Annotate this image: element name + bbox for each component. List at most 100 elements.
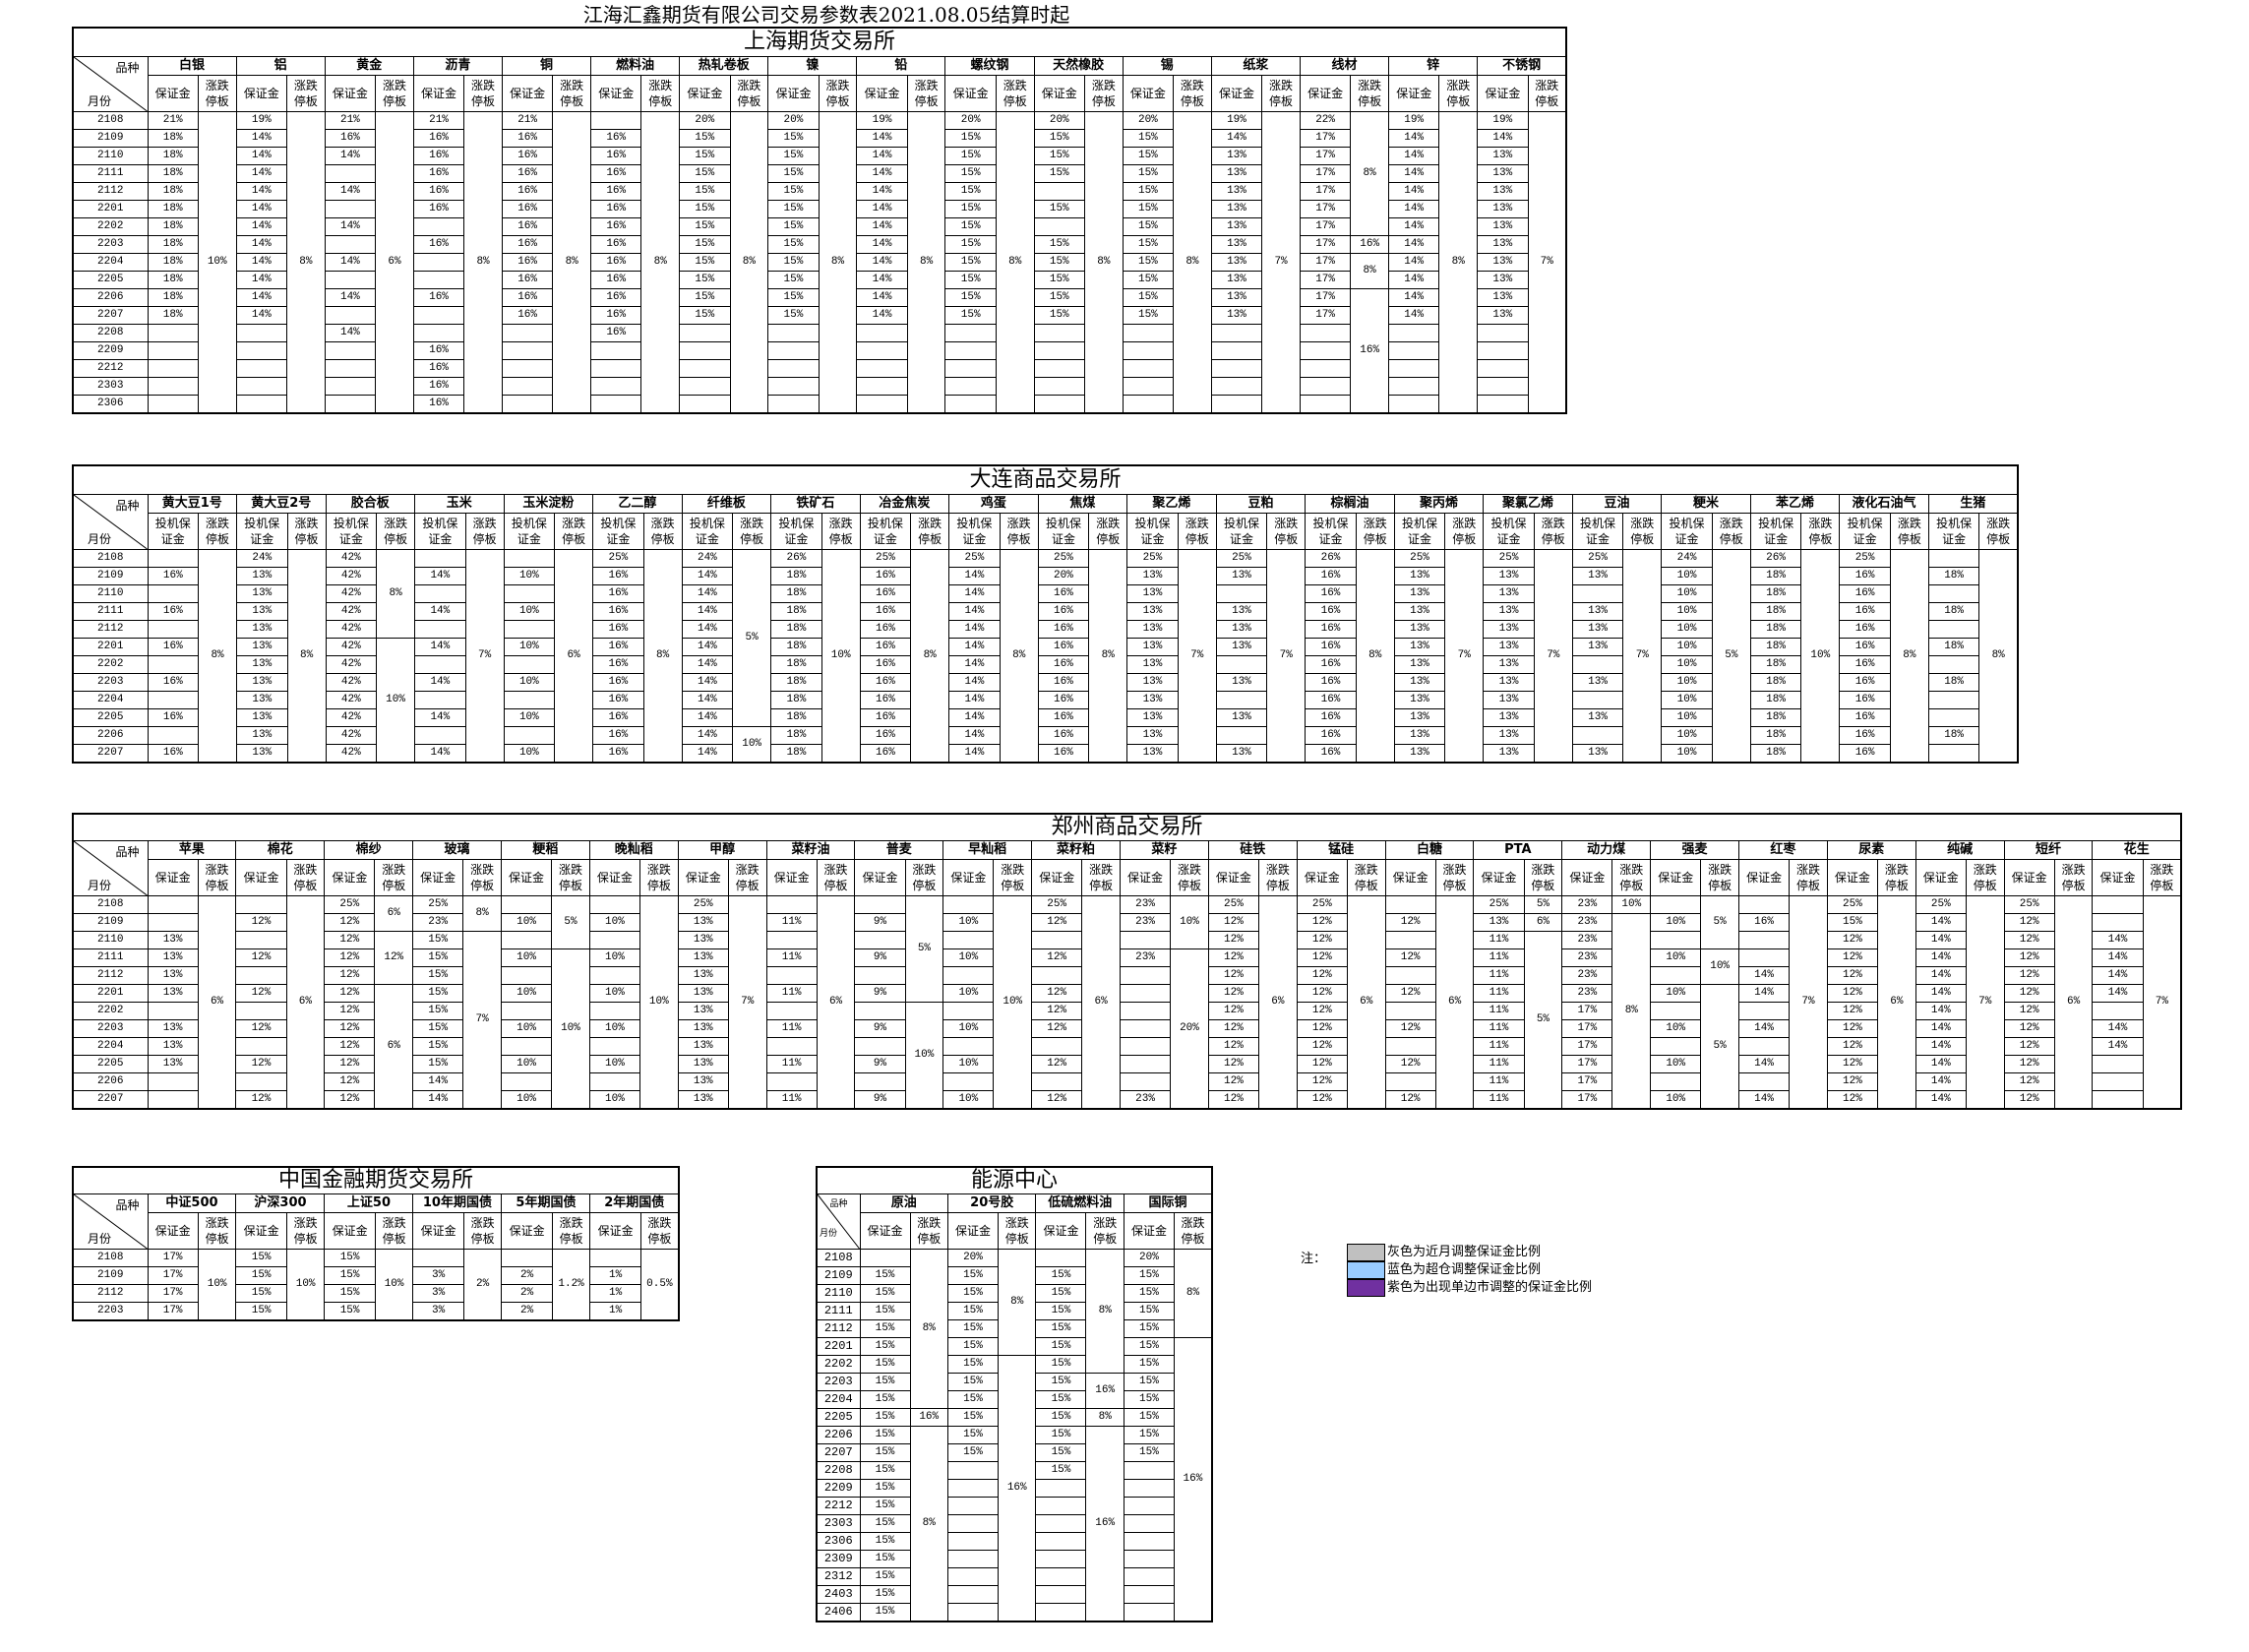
margin-cell: 14% xyxy=(681,638,734,656)
margin-cell: 14% xyxy=(1388,217,1440,236)
margin-cell: 12% xyxy=(1207,948,1260,967)
margin-cell: 12% xyxy=(1031,984,1083,1003)
limit-cell: 10% xyxy=(821,549,861,764)
margin-cell: 15% xyxy=(1122,182,1175,201)
margin-cell xyxy=(1384,1002,1436,1020)
limit-header-label: 涨跌停板 xyxy=(470,1216,495,1246)
margin-cell: 13% xyxy=(147,948,199,967)
margin-cell: 42% xyxy=(325,655,378,674)
margin-cell xyxy=(942,895,995,914)
exchange-title: 能源中心 xyxy=(816,1166,1213,1194)
margin-cell: 12% xyxy=(2003,1002,2055,1020)
margin-header: 保证金 xyxy=(412,859,464,896)
limit-header: 涨跌停板 xyxy=(285,1212,326,1250)
margin-cell: 15% xyxy=(767,147,820,165)
limit-header: 涨跌停板 xyxy=(906,75,946,112)
margin-cell: 15% xyxy=(1033,288,1085,307)
limit-header-label: 涨跌停板 xyxy=(914,79,939,108)
margin-cell: 16% xyxy=(590,182,642,201)
product-name: 苹果 xyxy=(147,840,237,860)
limit-header-label: 涨跌停板 xyxy=(559,1216,583,1246)
product-name: 白糖 xyxy=(1384,840,1475,860)
margin-cell: 13% xyxy=(1477,200,1529,218)
margin-cell: 16% xyxy=(1305,708,1357,727)
product-name: 玉米 xyxy=(414,494,505,514)
margin-cell xyxy=(765,931,818,949)
margin-cell: 13% xyxy=(1215,638,1268,656)
month-cell: 2112 xyxy=(72,1284,149,1303)
margin-cell: 42% xyxy=(325,584,378,603)
limit-cell: 6% xyxy=(1523,913,1563,932)
limit-header-label: 涨跌停板 xyxy=(1089,863,1114,892)
product-name: 生猪 xyxy=(1927,494,2019,514)
margin-cell: 12% xyxy=(1296,1019,1348,1038)
margin-cell: 23% xyxy=(1561,984,1613,1003)
limit-cell: 8% xyxy=(376,549,416,639)
margin-cell xyxy=(235,341,287,360)
margin-cell: 15% xyxy=(679,129,731,148)
limit-header: 涨跌停板 xyxy=(1444,513,1485,550)
limit-cell: 6% xyxy=(816,895,856,1110)
margin-cell: 15% xyxy=(1122,253,1175,272)
product-name: 纤维板 xyxy=(681,494,772,514)
limit-header-label: 涨跌停板 xyxy=(1006,517,1031,546)
margin-cell: 14% xyxy=(1737,1019,1791,1038)
margin-cell: 42% xyxy=(325,638,378,656)
limit-header: 涨跌停板 xyxy=(993,859,1033,896)
margin-cell: 13% xyxy=(1393,584,1446,603)
month-cell: 2112 xyxy=(816,1319,861,1338)
margin-cell: 14% xyxy=(1388,288,1440,307)
margin-cell: 16% xyxy=(1037,620,1090,639)
margin-cell: 16% xyxy=(1839,708,1891,727)
margin-cell: 12% xyxy=(1296,931,1348,949)
shfe-table: 上海期货交易所 品种 月份 白银铝黄金 沥青铜燃料油 热轧卷板镍铅螺纹钢 天然橡胶锡纸浆 线材… xyxy=(72,27,1568,414)
margin-cell: 15% xyxy=(767,271,820,289)
margin-cell xyxy=(1031,931,1083,949)
margin-cell xyxy=(946,1479,999,1498)
margin-cell: 25% xyxy=(1473,895,1525,914)
margin-cell: 25% xyxy=(1215,549,1268,568)
limit-cell: 16% xyxy=(909,1408,948,1427)
margin-cell xyxy=(500,1072,553,1091)
legend-swatch-purple xyxy=(1347,1279,1385,1297)
margin-cell: 18% xyxy=(147,147,199,165)
margin-cell xyxy=(147,1090,199,1110)
month-cell: 2201 xyxy=(72,200,149,218)
product-name: 乙二醇 xyxy=(592,494,683,514)
margin-cell: 14% xyxy=(1388,182,1440,201)
margin-cell xyxy=(1035,1249,1087,1267)
margin-cell: 16% xyxy=(1839,655,1891,674)
margin-cell xyxy=(1388,324,1440,342)
margin-header-label: 保证金 xyxy=(1834,871,1870,885)
margin-cell xyxy=(235,359,287,378)
margin-cell xyxy=(1122,359,1175,378)
margin-cell xyxy=(503,726,556,745)
margin-cell: 14% xyxy=(1210,129,1263,148)
margin-cell xyxy=(1035,1532,1087,1551)
limit-header: 涨跌停板 xyxy=(1965,859,2005,896)
margin-cell: 13% xyxy=(1210,164,1263,183)
margin-cell: 25% xyxy=(1296,895,1348,914)
corner-label-month: 月份 xyxy=(88,532,112,546)
limit-header: 涨跌停板 xyxy=(1173,75,1212,112)
margin-cell: 16% xyxy=(147,638,200,656)
margin-cell xyxy=(235,395,287,414)
margin-cell: 10% xyxy=(1661,602,1713,621)
margin-cell: 11% xyxy=(765,984,818,1003)
product-name: 黄大豆2号 xyxy=(236,494,327,514)
margin-cell: 11% xyxy=(765,1055,818,1073)
margin-cell: 16% xyxy=(590,306,642,325)
margin-cell: 14% xyxy=(856,253,908,272)
limit-cell: 6% xyxy=(374,984,414,1110)
table-row: 2204 15% 15% 15% 15% xyxy=(816,1390,1212,1409)
margin-cell: 16% xyxy=(1037,584,1090,603)
margin-cell xyxy=(765,1037,818,1056)
margin-cell: 14% xyxy=(1388,306,1440,325)
margin-cell xyxy=(767,341,820,360)
margin-cell: 20% xyxy=(1122,111,1175,130)
margin-cell: 12% xyxy=(1826,1072,1879,1091)
limit-cell: 8% xyxy=(1978,549,2019,764)
margin-cell xyxy=(324,306,377,325)
margin-header: 保证金 xyxy=(588,859,641,896)
margin-header: 保证金 xyxy=(324,1212,376,1250)
